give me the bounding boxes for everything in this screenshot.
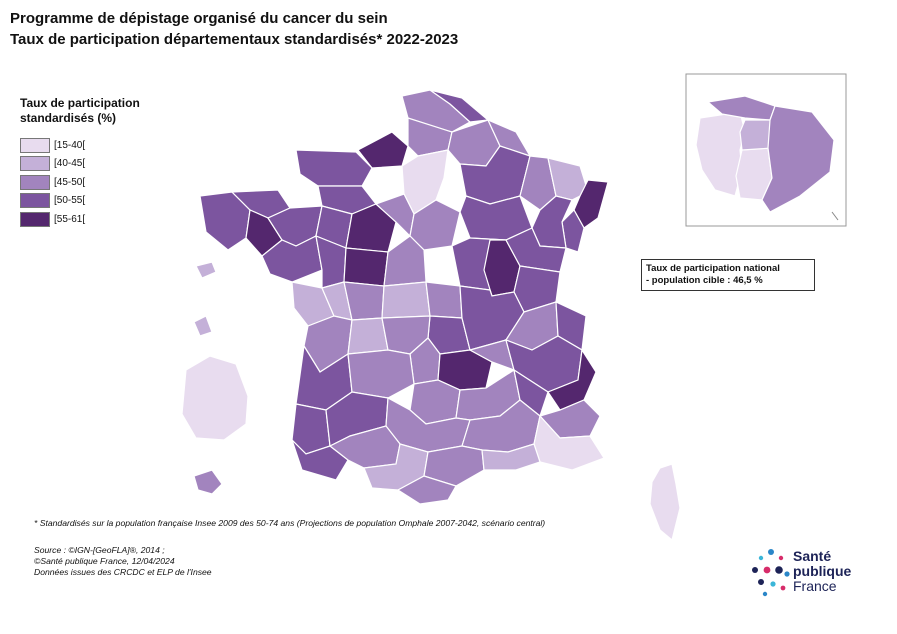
dept-vaucluse-var (533, 414, 605, 471)
logo-text-publique: publique (793, 563, 852, 579)
source-line-1: Source : ©IGN-[GeoFLA]®, 2014 ; (34, 545, 165, 555)
legend-item-2: [40-45[ (20, 155, 160, 174)
dept-dordogne (347, 349, 415, 399)
dept-indre-et-loire (343, 247, 389, 287)
national-rate-line-1: Taux de participation national (646, 263, 780, 274)
legend-swatch-5 (20, 211, 50, 227)
overseas-guadeloupe (193, 469, 223, 495)
map-title: Programme de dépistage organisé du cance… (10, 8, 458, 50)
dept-sarthe (345, 203, 397, 253)
dept-cher (425, 281, 463, 319)
legend-swatch-2 (20, 156, 50, 172)
dept-bouches-du-rhone (481, 443, 541, 471)
overseas-martinique (181, 355, 249, 441)
inset-seine-et-marne (761, 105, 835, 213)
footnote: * Standardisés sur la population françai… (34, 518, 546, 528)
mainland-france (199, 89, 609, 505)
dept-loir-et-cher (383, 235, 427, 287)
legend-item-3: [45-50[ (20, 173, 160, 192)
legend-label-3: [45-50[ (54, 176, 86, 188)
legend: Taux de participation standardisés (%) [… (20, 96, 160, 229)
legend-swatch-1 (20, 137, 50, 153)
source-line-3: Données issues des CRCDC et ELP de l'Ins… (34, 567, 212, 577)
source-block: Source : ©IGN-[GeoFLA]®, 2014 ; ©Santé p… (34, 545, 212, 578)
inset-paris-petite-couronne (739, 119, 773, 151)
dept-ariege-pyrenees-orientales (396, 475, 457, 505)
legend-item-5: [55-61[ (20, 210, 160, 229)
logo-text-sante: Santé (793, 548, 832, 564)
legend-swatch-3 (20, 174, 50, 190)
logo-text-france: France (793, 578, 837, 594)
national-rate-line-2: - population cible : 46,5 % (646, 275, 763, 286)
legend-item-4: [50-55[ (20, 192, 160, 211)
inset-frame (685, 73, 847, 227)
national-rate-box: Taux de participation national - populat… (641, 259, 815, 291)
island-oleron (193, 315, 213, 337)
legend-item-1: [15-40[ (20, 136, 160, 155)
dept-north-2 (429, 89, 490, 123)
legend-title: Taux de participation standardisés (%) (20, 96, 140, 125)
sante-publique-france-logo: Santé publique France (751, 546, 871, 602)
island-re (195, 261, 217, 279)
dept-indre (381, 281, 431, 319)
legend-swatch-4 (20, 193, 50, 209)
inset-ile-de-france (695, 95, 839, 221)
dept-charente (347, 317, 389, 355)
legend-label-2: [40-45[ (54, 158, 86, 170)
dept-calvados (295, 149, 373, 187)
legend-label-1: [15-40[ (54, 139, 86, 151)
title-line-1: Programme de dépistage organisé du cance… (10, 10, 388, 27)
legend-label-4: [50-55[ (54, 195, 86, 207)
corsica (649, 463, 681, 542)
title-line-2: Taux de participation départementaux sta… (10, 31, 459, 48)
source-line-2: ©Santé publique France, 12/04/2024 (34, 556, 175, 566)
logo-dots-icon (752, 549, 790, 597)
dept-haut-rhin (561, 209, 585, 253)
legend-label-5: [55-61[ (54, 213, 86, 225)
